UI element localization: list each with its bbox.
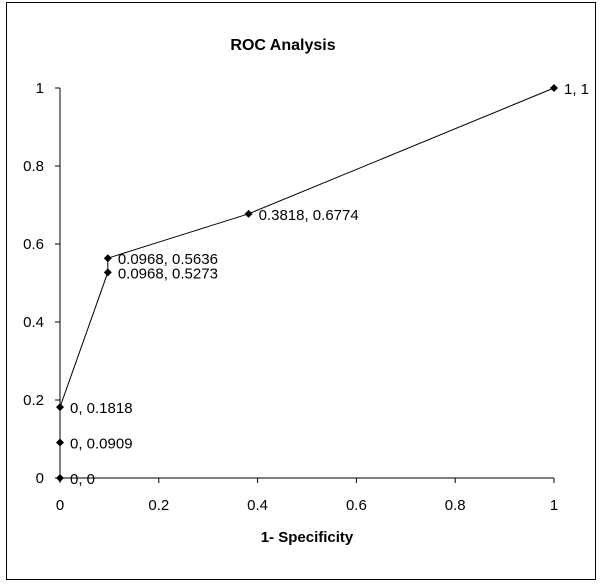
roc-point-marker-0 (56, 474, 64, 482)
roc-markers (56, 84, 558, 482)
roc-point-label-5: 0.3818, 0.6774 (259, 207, 359, 224)
roc-point-marker-1 (56, 438, 64, 447)
roc-point-label-4: 0.0968, 0.5636 (118, 251, 218, 268)
x-tick-label-0: 0 (56, 497, 64, 514)
roc-point-label-0: 0, 0 (70, 471, 95, 488)
roc-point-marker-4 (103, 254, 112, 263)
x-axis-title: 1- Specificity (261, 529, 354, 546)
roc-point-label-2: 0, 0.1818 (70, 400, 133, 417)
x-tick-label-5: 1 (550, 497, 558, 514)
x-tick-label-3: 0.6 (346, 497, 367, 514)
roc-point-label-6: 1, 1 (564, 81, 589, 98)
roc-point-label-3: 0.0968, 0.5273 (118, 265, 218, 282)
y-tick-label-3: 0.6 (23, 236, 44, 253)
roc-point-labels: 0, 0 0, 0.0909 0, 0.1818 0.0968, 0.52730.09… (70, 81, 589, 488)
y-ticks: 0 0.2 0.4 0.6 0.8 1 (23, 80, 60, 487)
x-tick-label-2: 0.4 (247, 497, 268, 514)
roc-point-label-1: 0, 0.0909 (70, 436, 133, 453)
y-tick-label-2: 0.4 (23, 314, 44, 331)
x-tick-label-4: 0.8 (445, 497, 466, 514)
roc-point-marker-3 (103, 268, 112, 277)
y-tick-label-5: 1 (36, 80, 44, 97)
y-tick-label-4: 0.8 (23, 158, 44, 175)
x-tick-label-1: 0.2 (148, 497, 169, 514)
roc-point-marker-5 (244, 209, 253, 218)
roc-point-marker-2 (56, 403, 64, 412)
chart-title: ROC Analysis (230, 37, 335, 54)
plot-area (60, 88, 554, 478)
y-tick-label-1: 0.2 (23, 392, 44, 409)
x-ticks: 0 0.2 0.4 0.6 0.8 1 (56, 478, 558, 514)
y-tick-label-0: 0 (36, 470, 44, 487)
roc-point-marker-6 (550, 84, 558, 92)
